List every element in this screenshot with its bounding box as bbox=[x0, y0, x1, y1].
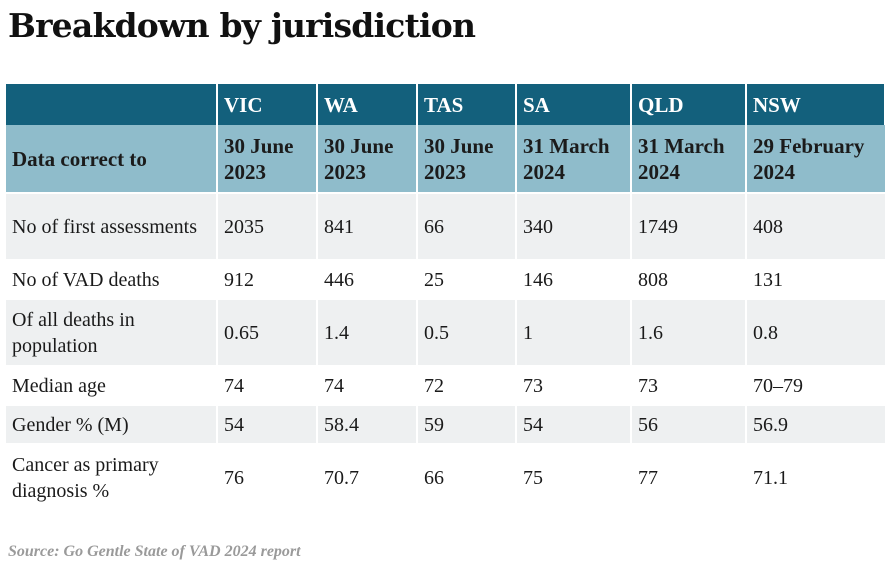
header-cell-qld: QLD bbox=[631, 84, 747, 125]
header-cell-wa: WA bbox=[317, 84, 418, 125]
table-cell: 70.7 bbox=[317, 444, 418, 512]
table-cell: 0.5 bbox=[417, 299, 517, 367]
table-cell: 0.65 bbox=[217, 299, 318, 367]
table-cell: 54 bbox=[217, 405, 318, 445]
table-cell: 408 bbox=[746, 193, 885, 261]
row-label: Gender % (M) bbox=[6, 405, 218, 445]
table-cell: 76 bbox=[217, 444, 318, 512]
table-cell: 808 bbox=[631, 260, 747, 300]
table-cell: 75 bbox=[516, 444, 632, 512]
table-cell: 1749 bbox=[631, 193, 747, 261]
table-cell: 77 bbox=[631, 444, 747, 512]
row-label: Median age bbox=[6, 366, 218, 406]
table-cell: 25 bbox=[417, 260, 517, 300]
row-label: Data correct to bbox=[6, 125, 218, 194]
table-cell: 146 bbox=[516, 260, 632, 300]
table-cell: 73 bbox=[631, 366, 747, 406]
header-cell-nsw: NSW bbox=[746, 84, 886, 125]
row-label: No of first assessments bbox=[6, 193, 218, 261]
table-header-row: VIC WA TAS SA QLD NSW bbox=[6, 84, 886, 125]
table-cell: 30 June 2023 bbox=[417, 125, 517, 194]
table-cell: 30 June 2023 bbox=[317, 125, 418, 194]
table-cell: 1 bbox=[516, 299, 632, 367]
table-row: Of all deaths in population 0.65 1.4 0.5… bbox=[6, 299, 885, 367]
table-cell: 31 March 2024 bbox=[516, 125, 632, 194]
table-cell: 74 bbox=[217, 366, 318, 406]
table-cell: 912 bbox=[217, 260, 318, 300]
row-label: No of VAD deaths bbox=[6, 260, 218, 300]
table-cell: 30 June 2023 bbox=[217, 125, 318, 194]
table-row: Cancer as primary diagnosis % 76 70.7 66… bbox=[6, 444, 885, 512]
table-cell: 66 bbox=[417, 444, 517, 512]
page-title: Breakdown by jurisdiction bbox=[8, 6, 476, 45]
header-cell-blank bbox=[6, 84, 218, 125]
row-label: Cancer as primary diagnosis % bbox=[6, 444, 218, 512]
table-cell: 58.4 bbox=[317, 405, 418, 445]
table-row: Median age 74 74 72 73 73 70–79 bbox=[6, 366, 885, 406]
header-cell-tas: TAS bbox=[417, 84, 517, 125]
table-cell: 66 bbox=[417, 193, 517, 261]
source-note: Source: Go Gentle State of VAD 2024 repo… bbox=[8, 543, 301, 560]
table-cell: 70–79 bbox=[746, 366, 885, 406]
table-cell: 74 bbox=[317, 366, 418, 406]
table-cell: 1.6 bbox=[631, 299, 747, 367]
table-cell: 59 bbox=[417, 405, 517, 445]
jurisdiction-table: VIC WA TAS SA QLD NSW Data correct to 30… bbox=[6, 84, 886, 512]
table-row: No of VAD deaths 912 446 25 146 808 131 bbox=[6, 260, 885, 300]
table-cell: 446 bbox=[317, 260, 418, 300]
table-cell: 1.4 bbox=[317, 299, 418, 367]
table-cell: 340 bbox=[516, 193, 632, 261]
header-cell-vic: VIC bbox=[217, 84, 318, 125]
table-cell: 71.1 bbox=[746, 444, 885, 512]
table-row: Gender % (M) 54 58.4 59 54 56 56.9 bbox=[6, 405, 885, 445]
header-cell-sa: SA bbox=[516, 84, 632, 125]
table-cell: 29 February 2024 bbox=[746, 125, 885, 194]
table-cell: 0.8 bbox=[746, 299, 885, 367]
table-cell: 72 bbox=[417, 366, 517, 406]
table-cell: 73 bbox=[516, 366, 632, 406]
table-cell: 2035 bbox=[217, 193, 318, 261]
table-cell: 54 bbox=[516, 405, 632, 445]
table-cell: 131 bbox=[746, 260, 885, 300]
table-row: Data correct to 30 June 2023 30 June 202… bbox=[6, 125, 885, 194]
table-cell: 56 bbox=[631, 405, 747, 445]
table-row: No of first assessments 2035 841 66 340 … bbox=[6, 193, 885, 261]
table-cell: 56.9 bbox=[746, 405, 885, 445]
table-cell: 31 March 2024 bbox=[631, 125, 747, 194]
table-cell: 841 bbox=[317, 193, 418, 261]
row-label: Of all deaths in population bbox=[6, 299, 218, 367]
